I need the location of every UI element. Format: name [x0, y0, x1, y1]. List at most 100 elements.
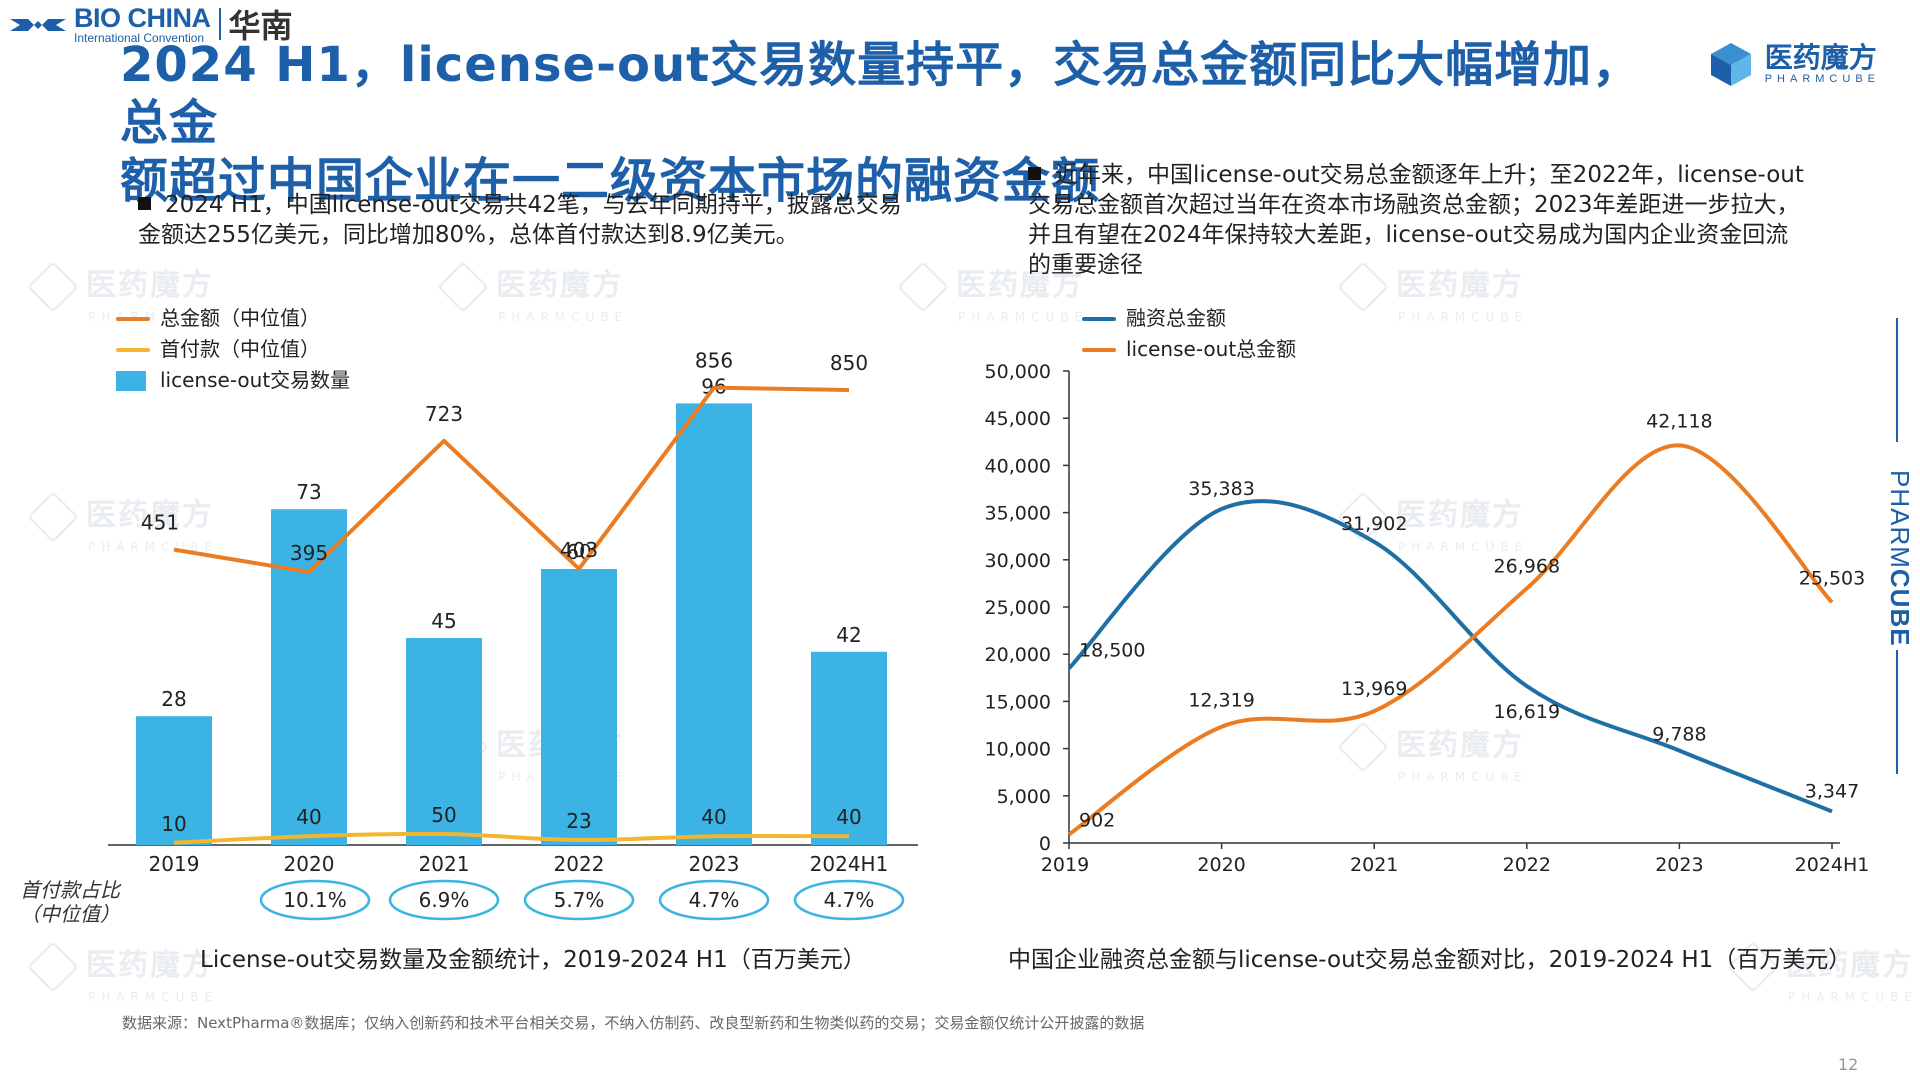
right-y-tick-5,000: 5,000	[997, 786, 1051, 808]
right-y-tick-40,000: 40,000	[985, 455, 1051, 477]
right-y-tick-0: 0	[1039, 833, 1051, 855]
legend-item-count: license-out交易数量	[116, 365, 350, 396]
total-label-2019: 451	[141, 511, 179, 535]
bar-2024H1	[811, 651, 887, 845]
bar-label-2020: 73	[296, 480, 321, 504]
logo-divider	[218, 8, 221, 40]
right-x-tick-2022: 2022	[1503, 854, 1551, 876]
right-y-tick-35,000: 35,000	[985, 503, 1051, 525]
legend-swatch-yellow	[116, 347, 150, 352]
source-footnote: 数据来源：NextPharma®数据库；仅纳入创新药和技术平台相关交易，不纳入仿…	[122, 1014, 1145, 1032]
side-brand-b: CUBE	[1885, 568, 1915, 647]
upfront-label-2019: 10	[161, 812, 186, 836]
bullet-left: 2024 H1，中国license-out交易共42笔，与去年同期持平，披露总交…	[138, 190, 918, 250]
right-y-tick-50,000: 50,000	[985, 361, 1051, 383]
biochina-logo-text: BIO CHINA	[74, 2, 211, 33]
financing-label-2020: 35,383	[1188, 478, 1254, 500]
left-chart-legend: 总金额（中位值） 首付款（中位值） license-out交易数量	[116, 303, 350, 396]
bullet-left-text: 2024 H1，中国license-out交易共42笔，与去年同期持平，披露总交…	[138, 192, 902, 248]
upfront-ratio-label: 首付款占比 （中位值）	[20, 878, 120, 926]
bullet-square-icon	[1028, 167, 1041, 180]
biochina-mark-icon	[10, 19, 66, 31]
licenseout-label-2019: 902	[1079, 809, 1115, 831]
ratio-pill-2024H1	[793, 879, 905, 921]
ratio-pill-2023	[658, 879, 770, 921]
ratio-value-2020: 10.1%	[283, 888, 347, 912]
bar-2020	[271, 509, 347, 845]
right-x-tick-2023: 2023	[1655, 854, 1703, 876]
left-chart-caption: License-out交易数量及金额统计，2019-2024 H1（百万美元）	[200, 947, 866, 973]
left-x-tick-2023: 2023	[689, 852, 740, 876]
total-label-2024H1: 850	[830, 351, 868, 375]
right-y-tick-15,000: 15,000	[985, 691, 1051, 713]
financing-label-2024H1: 3,347	[1805, 780, 1859, 802]
legend-item-financing: 融资总金额	[1082, 303, 1296, 334]
biochina-logo-sub: International Convention	[74, 30, 205, 45]
bullet-right-text: 近年来，中国license-out交易总金额逐年上升；至2022年，licens…	[1028, 162, 1804, 278]
pharmcube-logo-cn: 医药魔方	[1764, 41, 1877, 74]
right-x-tick-2020: 2020	[1197, 854, 1245, 876]
licenseout-total-line	[1067, 443, 1834, 837]
ratio-pill-2020	[259, 879, 371, 921]
financing-label-2023: 9,788	[1652, 724, 1706, 746]
upfront-label-2020: 40	[296, 805, 321, 829]
licenseout-label-2022: 26,968	[1494, 555, 1560, 577]
legend-label: 总金额（中位值）	[160, 306, 320, 330]
side-rule-bottom	[1896, 650, 1898, 774]
right-x-tick-2019: 2019	[1041, 854, 1089, 876]
financing-total-line	[1067, 499, 1833, 814]
bar-2021	[406, 638, 482, 845]
bar-2022	[541, 569, 617, 845]
pharmcube-cube-icon	[1710, 43, 1751, 86]
pharmcube-logo: 医药魔方 PHARMCUBE	[1707, 40, 1880, 88]
left-x-tick-2019: 2019	[149, 852, 200, 876]
left-x-tick-2021: 2021	[419, 852, 470, 876]
total-label-2021: 723	[425, 402, 463, 426]
bullet-square-icon	[138, 197, 151, 210]
legend-item-licenseout: license-out总金额	[1082, 334, 1296, 365]
legend-label: license-out交易数量	[160, 368, 351, 392]
right-x-tick-2021: 2021	[1350, 854, 1398, 876]
upfront-label-2024H1: 40	[836, 805, 861, 829]
upfront-ratio-label-line-2: （中位值）	[20, 902, 120, 926]
side-brand-a: PHARM	[1885, 470, 1915, 569]
right-y-tick-20,000: 20,000	[985, 644, 1051, 666]
licenseout-label-2024H1: 25,503	[1799, 567, 1865, 589]
total-label-2023: 856	[695, 349, 733, 373]
ratio-pill-2022	[523, 879, 635, 921]
licenseout-label-2020: 12,319	[1188, 690, 1254, 712]
right-y-tick-45,000: 45,000	[985, 408, 1051, 430]
total-median-line	[173, 385, 850, 574]
right-y-tick-10,000: 10,000	[985, 739, 1051, 761]
biochina-logo-cn: 华南	[228, 7, 293, 45]
legend-label: 融资总金额	[1126, 306, 1226, 330]
left-x-tick-2022: 2022	[554, 852, 605, 876]
right-chart-legend: 融资总金额 license-out总金额	[1082, 303, 1296, 365]
pharmcube-logo-en: PHARMCUBE	[1764, 73, 1880, 85]
side-rule-top	[1896, 318, 1898, 442]
legend-swatch-orange	[1082, 347, 1116, 352]
ratio-value-2024H1: 4.7%	[824, 888, 875, 912]
legend-swatch-blue	[1082, 316, 1116, 321]
ratio-pill-2021	[388, 879, 500, 921]
bullet-right: 近年来，中国license-out交易总金额逐年上升；至2022年，licens…	[1028, 160, 1808, 280]
legend-item-upfront: 首付款（中位值）	[116, 334, 350, 365]
total-label-2020: 395	[290, 541, 328, 565]
ratio-value-2023: 4.7%	[689, 888, 740, 912]
right-y-tick-25,000: 25,000	[985, 597, 1051, 619]
licenseout-label-2023: 42,118	[1646, 410, 1712, 432]
left-x-tick-2024H1: 2024H1	[810, 852, 889, 876]
upfront-label-2022: 23	[566, 809, 591, 833]
biochina-logo: BIO CHINA International Convention 华南	[8, 2, 293, 45]
page-title-line-2: 额超过中国企业在一二级资本市场的融资金额	[120, 153, 1101, 209]
legend-label: license-out总金额	[1126, 337, 1297, 361]
page-number: 12	[1838, 1055, 1859, 1074]
upfront-label-2023: 40	[701, 805, 726, 829]
bar-2023	[676, 403, 752, 845]
legend-swatch-bar	[116, 370, 146, 391]
